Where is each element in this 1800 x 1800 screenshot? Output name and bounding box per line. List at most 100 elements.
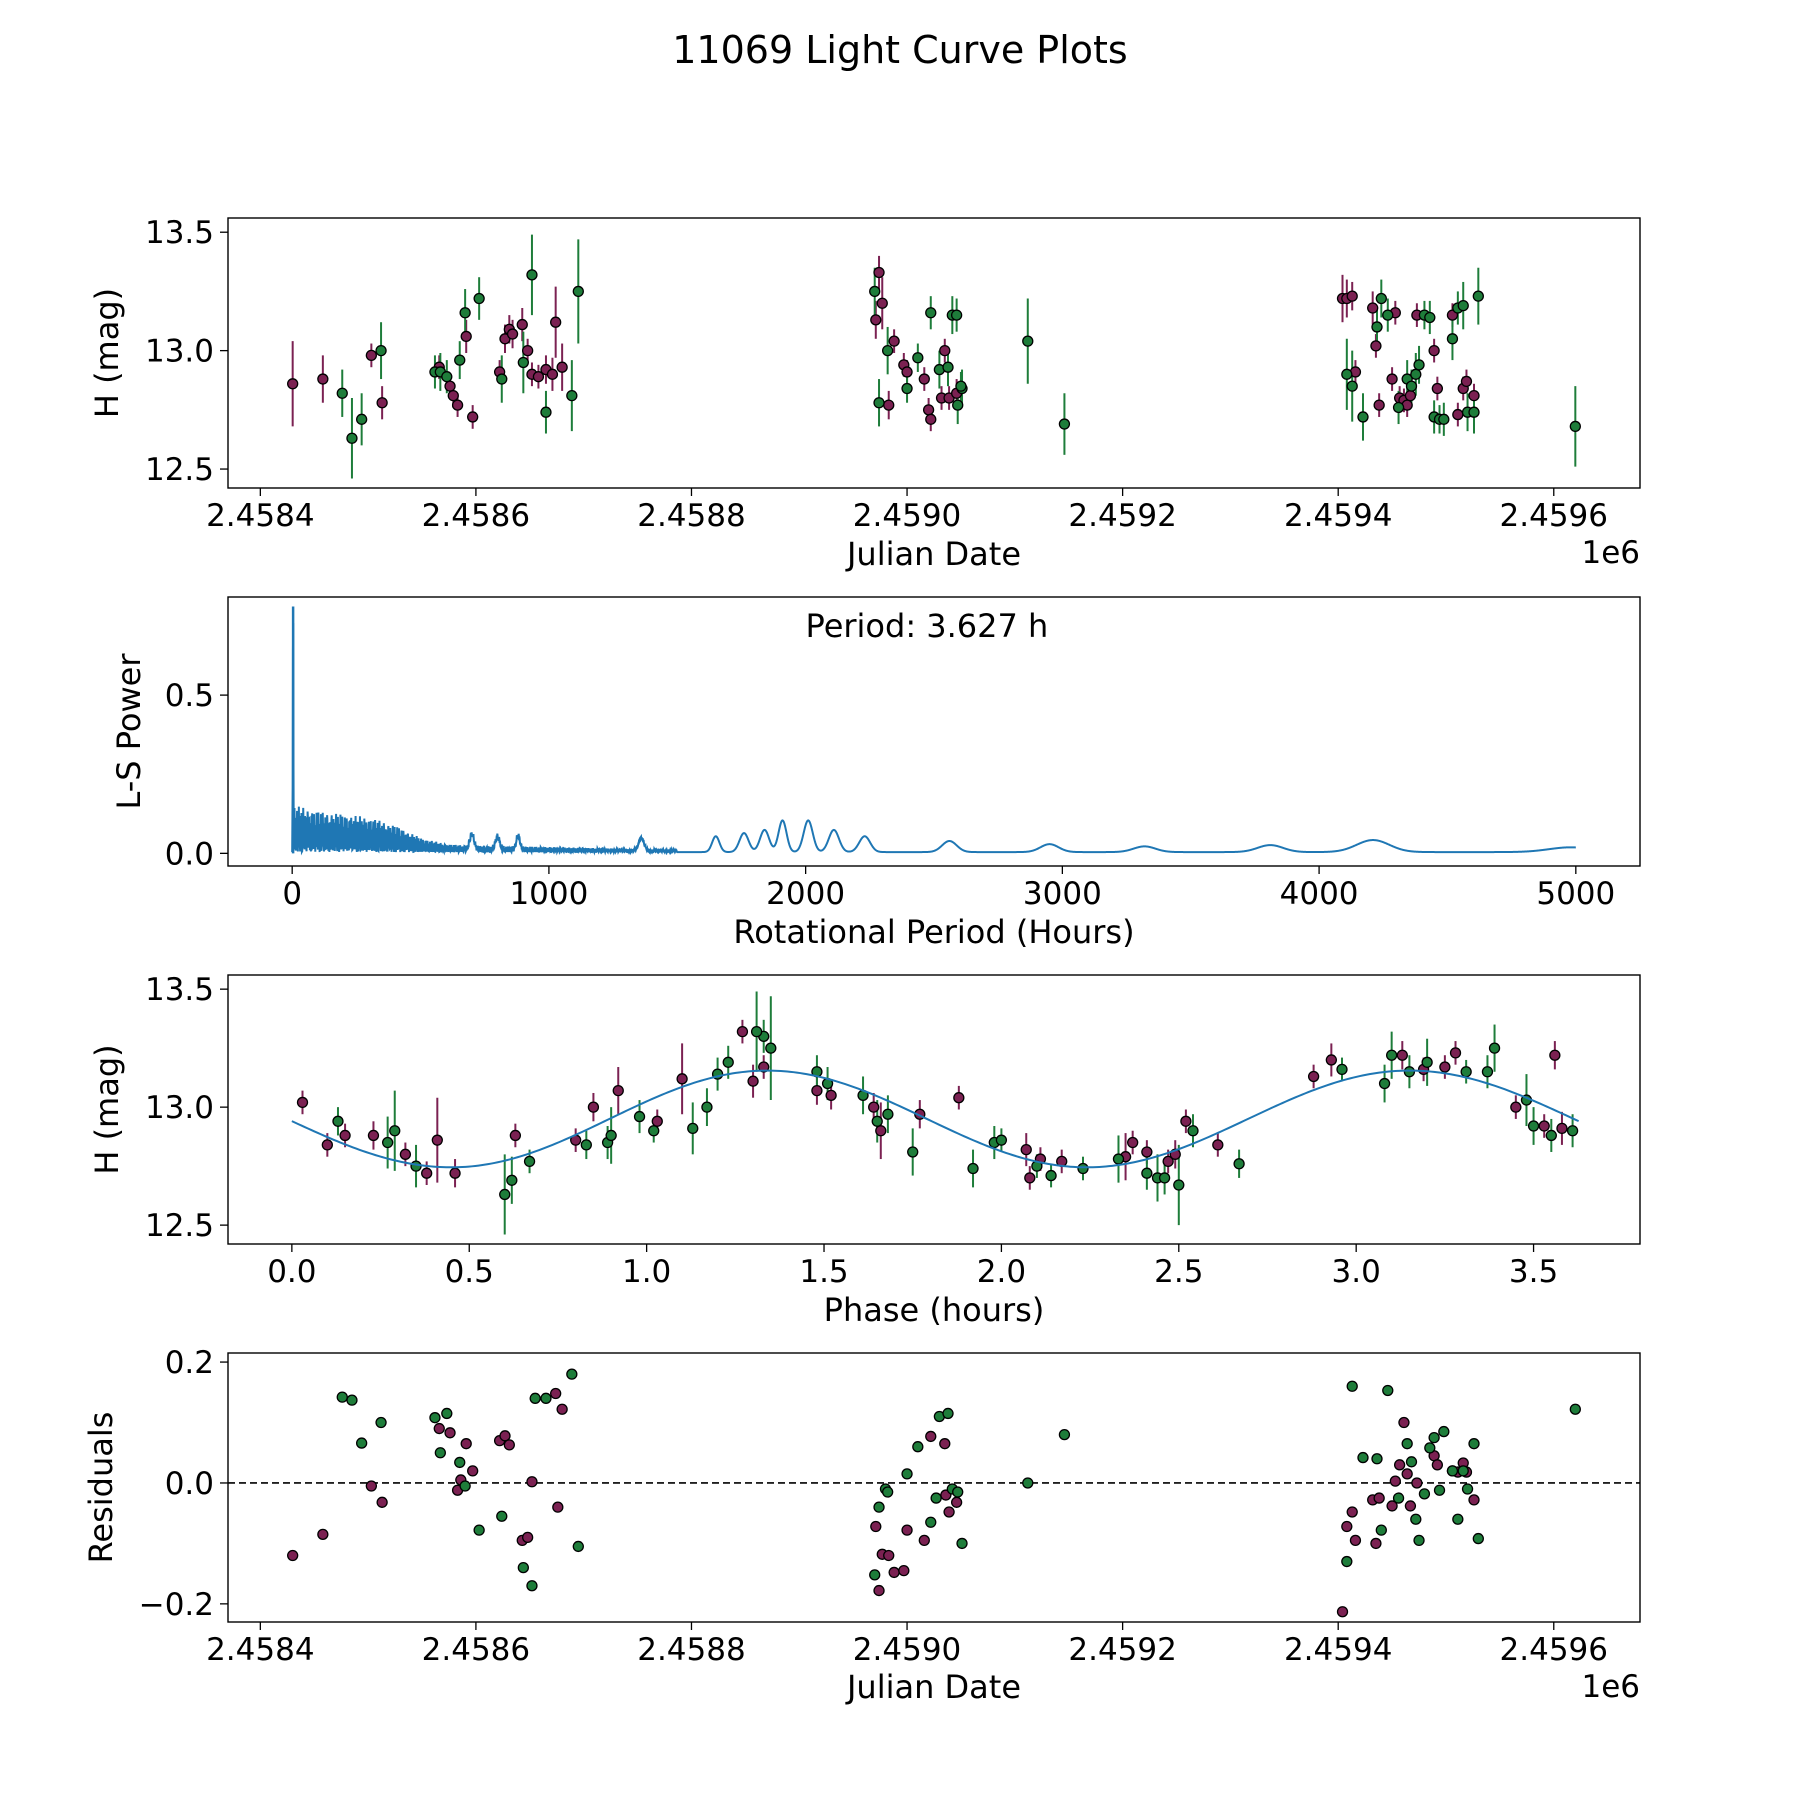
res-point-green [473, 1524, 485, 1536]
lc-point-green [942, 361, 954, 373]
res-point-green [459, 1480, 471, 1492]
lc-point-green [1058, 418, 1071, 430]
res-point-purple [888, 1566, 900, 1579]
phase-point-purple [1549, 1049, 1561, 1061]
lc-point-purple [460, 330, 472, 343]
res-point-purple [1468, 1494, 1480, 1506]
phase-point-green [1233, 1158, 1245, 1170]
phase-point-green [605, 1129, 617, 1142]
lc-point-green [1413, 359, 1425, 371]
lc-frame [227, 217, 1641, 489]
phase-point-purple [1439, 1061, 1451, 1073]
res-point-purple [1398, 1416, 1410, 1429]
phase-point-green [381, 1136, 394, 1149]
phase-point-green [1545, 1129, 1557, 1142]
res-point-green [1457, 1465, 1469, 1477]
res-ytick-label: 0.2 [165, 1345, 214, 1381]
lc-axes: 2.4584 2.4586 2.4588 2.4590 2.4592 2.4594 2.45… [88, 215, 1641, 573]
res-point-green [1058, 1428, 1071, 1441]
lc-point-green [955, 380, 967, 392]
res-point-purple [1404, 1500, 1417, 1512]
res-point-green [517, 1561, 529, 1574]
res-point-purple [870, 1520, 882, 1533]
res-point-purple [1393, 1459, 1406, 1471]
ls-xtick-label: 0 [282, 876, 302, 912]
phase-point-green [1141, 1167, 1153, 1179]
res-point-green [1401, 1438, 1413, 1450]
phase-xlabel: Phase (hours) [824, 1291, 1045, 1329]
res-point-green [1375, 1524, 1387, 1536]
phase-point-green [1077, 1162, 1089, 1175]
res-point-green [1341, 1555, 1353, 1568]
phase-point-purple [1024, 1172, 1036, 1184]
lc-point-green [869, 285, 881, 298]
lc-point-purple [1386, 373, 1398, 385]
res-point-purple [1401, 1468, 1413, 1480]
res-point-green [1410, 1513, 1422, 1525]
res-point-purple [376, 1496, 388, 1508]
ls-xtick-label: 4000 [1280, 876, 1359, 912]
phase-point-green [648, 1125, 660, 1137]
phase-point-purple [449, 1167, 461, 1179]
res-point-green [1392, 1492, 1405, 1504]
lc-point-purple [1404, 389, 1417, 402]
lc-point-green [473, 292, 485, 305]
res-point-green [429, 1412, 441, 1424]
lc-point-green [1392, 401, 1405, 414]
ls-ylabel: L-S Power [110, 653, 148, 810]
phase-point-green [1421, 1056, 1433, 1068]
res-point-green [1446, 1465, 1459, 1477]
lc-point-green [1405, 380, 1418, 392]
lc-point-green [459, 307, 471, 319]
lc-point-purple [521, 344, 534, 357]
res-point-purple [460, 1438, 472, 1450]
res-point-green [1382, 1384, 1394, 1397]
res-point-purple [556, 1403, 568, 1415]
phase-point-purple [747, 1075, 759, 1087]
phase-point-green [1045, 1169, 1057, 1182]
phase-point-purple [431, 1134, 443, 1146]
res-xtick-label: 2.4586 [422, 1632, 530, 1668]
res-ylabel: Residuals [82, 1412, 120, 1564]
res-point-green [1428, 1431, 1440, 1444]
phase-point-purple [811, 1084, 823, 1097]
ls-xtick-label: 1000 [509, 876, 588, 912]
lc-point-green [1468, 406, 1480, 418]
phase-point-green [633, 1110, 646, 1123]
phase-point-green [907, 1146, 919, 1158]
res-plot-area [228, 1368, 1640, 1618]
ls-power-line [291, 623, 1576, 856]
phase-point-green [499, 1188, 511, 1201]
res-point-purple [317, 1528, 329, 1540]
phase-point-purple [758, 1061, 770, 1073]
phase-point-purple [367, 1129, 380, 1142]
phase-point-green [765, 1042, 777, 1054]
lc-point-purple [467, 411, 479, 423]
phase-ytick-label: 13.5 [145, 972, 214, 1008]
phase-point-green [1112, 1153, 1125, 1165]
lc-point-purple [556, 361, 568, 373]
phase-xtick-label: 2.0 [977, 1254, 1026, 1290]
phase-point-green [410, 1160, 422, 1172]
res-point-green [1452, 1513, 1464, 1525]
res-point-green [1371, 1453, 1383, 1465]
phase-point-purple [421, 1167, 433, 1179]
res-xtick-label: 2.4590 [853, 1632, 961, 1668]
res-point-purple [901, 1524, 913, 1536]
phase-xtick-label: 1.0 [622, 1254, 671, 1290]
phase-point-purple [1212, 1139, 1224, 1151]
res-point-green [942, 1407, 954, 1420]
lc-point-purple [365, 349, 378, 362]
res-point-green [1461, 1483, 1474, 1495]
res-point-purple [552, 1501, 564, 1513]
lc-point-purple [317, 373, 329, 385]
lc-point-green [882, 344, 894, 357]
phase-point-purple [1396, 1049, 1408, 1061]
lc-point-green [1382, 309, 1394, 321]
lc-point-purple [873, 266, 885, 279]
phase-model-curve [291, 1069, 1580, 1169]
phase-point-purple [1538, 1120, 1550, 1132]
res-point-green [526, 1580, 538, 1592]
phase-point-purple [736, 1025, 749, 1038]
lc-point-purple [532, 371, 545, 383]
